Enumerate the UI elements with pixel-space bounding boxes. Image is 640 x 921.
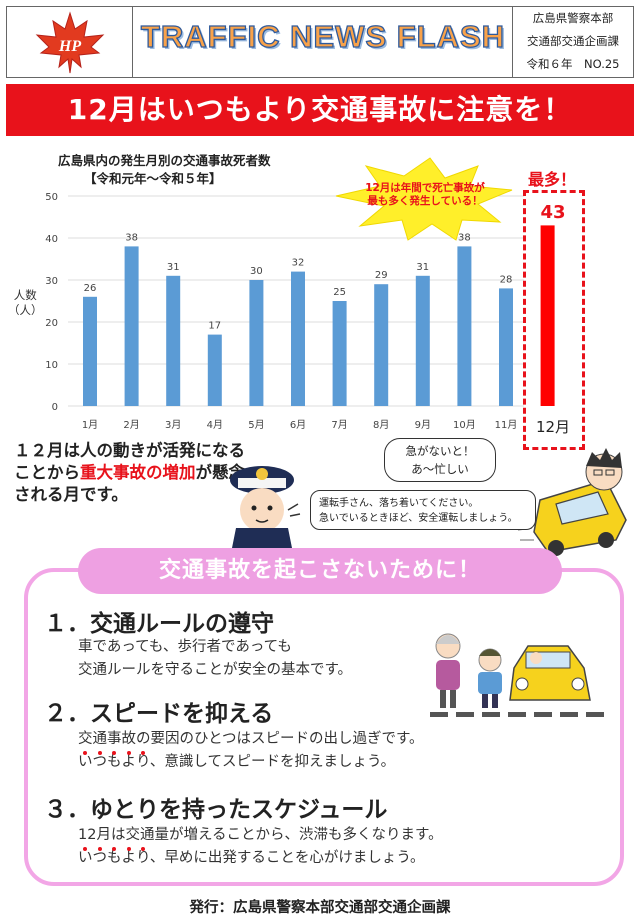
bar-3	[166, 275, 181, 406]
stopped-car-icon	[509, 645, 591, 701]
bar-5	[249, 280, 264, 406]
bar-12	[540, 225, 555, 406]
bar-8	[374, 284, 389, 406]
y-tick-label: 40	[45, 234, 58, 245]
x-tick-label: 6月	[290, 419, 306, 431]
bar-value-label: 31	[167, 262, 180, 273]
bar-2	[124, 246, 139, 406]
chart-y-axis-label: 人数 （人）	[8, 288, 43, 317]
bar-value-label: 28	[500, 274, 513, 285]
police-officer-illustration	[230, 466, 301, 548]
bar-10	[457, 246, 472, 406]
rule-2-emphasis: いつもより	[78, 754, 150, 770]
december-month-label: 12月	[535, 418, 571, 436]
y-tick-label: 30	[45, 276, 58, 287]
newsletter-title: TRAFFIC NEWS FLASH	[140, 18, 506, 54]
x-tick-label: 1月	[82, 419, 98, 431]
driver-speech-bubble: 急がないと！ あ～忙しい	[384, 438, 496, 482]
illustrations	[230, 157, 627, 556]
rule-3-text: 12月は交通量が増えることから、渋滞も多くなります。 いつもより、早めに出発する…	[78, 827, 443, 866]
x-tick-label: 2月	[123, 419, 139, 431]
bar-value-label: 38	[458, 232, 471, 243]
svg-text:HP: HP	[58, 38, 81, 55]
x-tick-label: 7月	[331, 419, 347, 431]
bar-value-label: 31	[416, 262, 429, 273]
title-cell: TRAFFIC NEWS FLASH	[133, 7, 513, 77]
child-pedestrian-icon	[478, 648, 502, 708]
logo-cell: HP	[7, 7, 133, 77]
bar-9	[415, 275, 430, 406]
chart-subtitle: 【令和元年～令和５年】	[84, 171, 222, 186]
bar-value-label: 26	[84, 283, 97, 294]
issuer-dept: 交通部交通企画課	[527, 34, 619, 48]
chart-title: 広島県内の発生月別の交通事故死者数	[58, 153, 271, 168]
rule-3-title: ３．ゆとりを持ったスケジュール	[44, 797, 388, 823]
bar-value-label: 25	[333, 287, 346, 298]
rule-3-emphasis: いつもより	[78, 850, 150, 866]
headline-banner: 12月はいつもより交通事故に注意を！	[6, 84, 634, 136]
header: HP TRAFFIC NEWS FLASH 広島県警察本部 交通部交通企画課 令…	[6, 6, 634, 78]
bar-value-label: 29	[375, 270, 388, 281]
bar-7	[332, 301, 347, 406]
bar-value-label: 30	[250, 266, 263, 277]
x-tick-label: 3月	[165, 419, 181, 431]
issuer-info: 広島県警察本部 交通部交通企画課 令和６年 NO.25	[513, 7, 633, 77]
issue-number: 令和６年 NO.25	[526, 57, 620, 71]
starburst-icon	[335, 157, 513, 241]
hurrying-driver-car-illustration	[517, 448, 627, 556]
x-tick-label: 4月	[207, 419, 223, 431]
issuer-org: 広島県警察本部	[532, 11, 614, 25]
publisher-footer: 発行：広島県警察本部交通部交通企画課	[189, 900, 451, 916]
crosswalk-icon	[430, 712, 604, 717]
burst-callout-text: 12月は年間で死亡事故が 最も多く発生している！	[365, 182, 485, 207]
y-tick-label: 0	[52, 402, 58, 413]
rule-1-title: １．交通ルールの遵守	[44, 611, 274, 637]
prevention-heading: 交通事故を起こさないために！	[78, 548, 562, 594]
bar-4	[207, 334, 222, 406]
bar-value-label: 38	[125, 232, 138, 243]
y-tick-label: 10	[45, 360, 58, 371]
x-tick-label: 9月	[415, 419, 431, 431]
rule-2-title: ２．スピードを抑える	[44, 701, 274, 727]
maple-leaf-logo-icon: HP	[35, 11, 105, 74]
x-tick-label: 11月	[495, 419, 518, 431]
december-highlight-box	[523, 190, 585, 450]
bar-6	[291, 271, 305, 406]
x-tick-label: 5月	[248, 419, 264, 431]
most-label: 最多！	[528, 170, 577, 189]
x-tick-label: 8月	[373, 419, 389, 431]
rule-1-text: 車であっても、歩行者であっても 交通ルールを守ることが安全の基本です。	[78, 639, 353, 678]
bar-value-label: 32	[292, 258, 305, 269]
prevention-section	[24, 568, 624, 886]
concern-emphasis: 重大事故の増加	[80, 463, 196, 482]
rule-2-text: 交通事故の要因のひとつはスピードの出し過ぎです。 いつもより、意識してスピードを…	[78, 731, 424, 770]
officer-advice-bubble: 運転手さん、落ち着いてください。 急いでいるときほど、安全運転しましょう。	[310, 490, 536, 530]
bar-11	[499, 288, 513, 406]
x-tick-label: 10月	[453, 419, 476, 431]
y-tick-label: 50	[45, 192, 58, 203]
elderly-pedestrian-icon	[435, 633, 461, 708]
bar-1	[83, 296, 97, 406]
y-tick-label: 20	[45, 318, 58, 329]
december-value-label: 43	[540, 202, 566, 223]
monthly-fatalities-chart: 0 10 20 30 40 50 26 1月 38 2月 31 3月 17 4月 30 5月 32 6月 25 7月 2…	[45, 192, 555, 431]
bar-value-label: 17	[208, 321, 221, 332]
